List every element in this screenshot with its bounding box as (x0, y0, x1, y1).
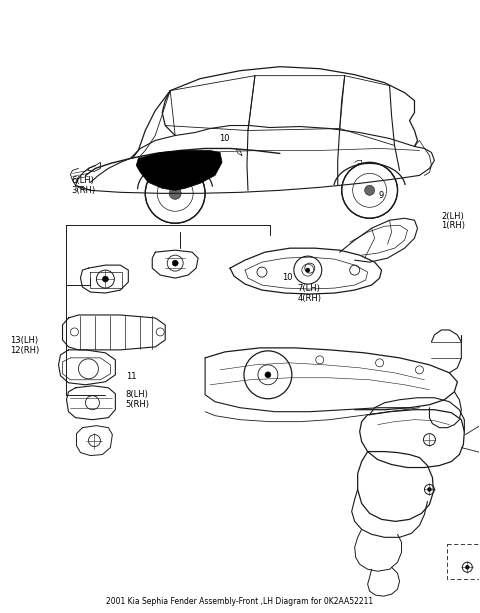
Text: 3(RH): 3(RH) (72, 186, 96, 195)
Circle shape (265, 372, 271, 378)
Polygon shape (136, 150, 222, 191)
Circle shape (428, 487, 432, 492)
Circle shape (365, 185, 374, 196)
Text: 6(LH): 6(LH) (72, 176, 95, 185)
Circle shape (102, 276, 108, 282)
Text: 10: 10 (219, 134, 230, 143)
Text: 1(RH): 1(RH) (441, 221, 465, 230)
Text: 12(RH): 12(RH) (10, 346, 39, 355)
Text: 2(LH): 2(LH) (441, 211, 464, 221)
Text: 13(LH): 13(LH) (10, 336, 38, 345)
Text: 10: 10 (282, 273, 292, 282)
Circle shape (465, 565, 469, 569)
Circle shape (342, 162, 397, 218)
Text: 4(RH): 4(RH) (298, 294, 322, 303)
Text: 8(LH): 8(LH) (125, 390, 148, 399)
Circle shape (169, 188, 181, 199)
Text: 5(RH): 5(RH) (125, 400, 149, 409)
Circle shape (172, 260, 178, 266)
Text: 9: 9 (379, 191, 384, 200)
Circle shape (145, 164, 205, 223)
Text: 11: 11 (126, 371, 137, 381)
Text: 2001 Kia Sephia Fender Assembly-Front ,LH Diagram for 0K2AA52211: 2001 Kia Sephia Fender Assembly-Front ,L… (107, 596, 373, 606)
Text: 7(LH): 7(LH) (298, 284, 320, 293)
Circle shape (306, 268, 310, 272)
